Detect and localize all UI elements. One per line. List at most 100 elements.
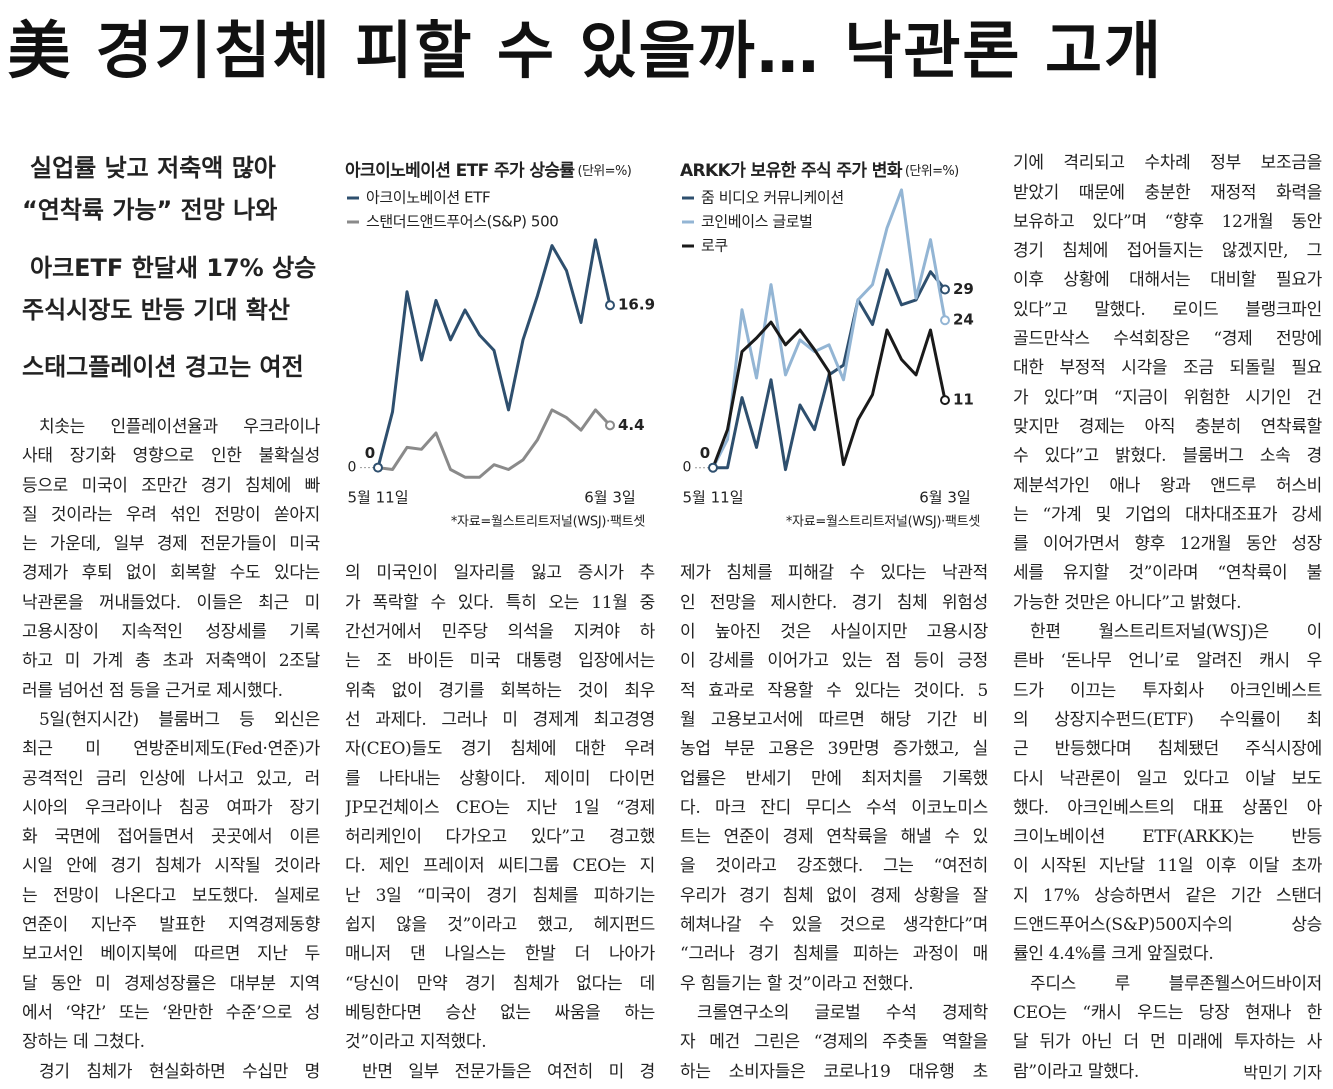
text-line: 에서 ‘약간’ 또는 ‘완만한 수준’으로 성: [22, 1002, 320, 1023]
text-line: 등으로 미국이 조만간 경기 침체에 빠: [22, 475, 320, 496]
subhead: 실업률 낮고 저축액 많아: [30, 154, 276, 182]
text-line: 의 상장지수펀드(ETF) 수익률이 최: [1013, 709, 1322, 730]
text-line: JP모건체이스 CEO는 지난 1일 “경제: [345, 797, 655, 818]
text-line: 는 가운데, 일부 경제 전문가들이 미국: [22, 534, 320, 555]
text-line: 맞지만 경제는 아직 충분히 연착륙할: [1013, 416, 1322, 437]
text-line: 시아의 우크라이나 침공 여파가 장기: [22, 797, 320, 818]
text-line: 이후 상황에 대해서는 대비할 필요가: [1013, 270, 1322, 291]
headline: 美 경기침체 피할 수 있을까… 낙관론 고개: [8, 14, 1164, 87]
text-line: 이 높아진 것은 사실이지만 고용시장: [680, 622, 988, 642]
value-label: 29: [953, 280, 974, 298]
value-label: 16.9: [618, 296, 655, 314]
text-line: 가 폭락할 수 있다. 특히 오는 11월 중: [345, 592, 655, 613]
text-line: 는 전망이 나온다고 보도했다. 실제로: [22, 885, 320, 906]
text-line: 장하는 데 그쳤다.: [22, 1032, 145, 1053]
text-line: 5일(현지시간) 블룸버그 등 외신은: [39, 709, 320, 730]
text-line: 농업 부문 고용은 39만명 증가했고, 실: [680, 739, 988, 760]
text-line: 쉽지 않을 것”이라고 했고, 헤지펀드: [345, 915, 655, 935]
text-line: 최근 미 연방준비제도(Fed·연준)가: [22, 739, 320, 760]
text-line: 간선거에서 민주당 의석을 지켜야 하: [345, 622, 655, 642]
text-line: 의 미국인이 일자리를 잃고 증시가 추: [345, 563, 655, 584]
text-line: 트는 연준이 경제 연착륙을 해낼 수 있: [680, 827, 988, 848]
text-line: 경기 침체에 접어들지는 않겠지만, 그: [1013, 241, 1322, 262]
chart-title: 아크이노베이션 ETF 주가 상승률 (단위=%): [345, 161, 631, 181]
text-line: 대한 부정적 시각을 조금 되돌릴 필요: [1013, 358, 1322, 379]
text-line: 자(CEO)들도 경기 침체에 대한 우려: [345, 739, 655, 760]
text-line: 하고 미 가계 총 초과 저축액이 2조달: [22, 651, 320, 672]
legend-label: 스탠더드앤드푸어스(S&P) 500: [366, 213, 558, 231]
text-line: 우 힘들기는 할 것”이라고 전했다.: [680, 973, 914, 994]
text-line: 근 반등했다며 침체됐던 주식시장에: [1013, 739, 1322, 760]
chart-title-text: ARKK가 보유한 주식 주가 변화: [680, 161, 903, 181]
chart-unit: (단위=%): [577, 164, 631, 179]
value-label: 24: [953, 311, 974, 329]
text-line: 를 이어가면서 향후 12개월 동안 성장: [1013, 534, 1322, 555]
x-tick-label: 6월 3일: [584, 489, 635, 507]
text-line: 매니저 댄 나일스는 한발 더 나아가: [345, 944, 655, 965]
text-line: 위축 없이 경기를 회복하는 것이 최우: [345, 680, 655, 701]
text-line: 제가 침체를 피해갈 수 있다는 낙관적: [680, 563, 988, 584]
end-marker: [605, 420, 615, 431]
series-line: [711, 320, 947, 469]
text-line: 골드만삭스 수석회장은 “경제 전망에: [1013, 329, 1322, 349]
x-tick-label: 5월 11일: [348, 489, 409, 507]
start-marker: [373, 462, 383, 473]
text-line: 러를 넘어선 점 등을 근거로 제시했다.: [22, 680, 283, 701]
text-line: 제분석가인 애나 왕과 앤드루 허스비: [1013, 475, 1322, 496]
text-line: 난 3일 “미국이 경기 침체를 피하기는: [345, 885, 655, 906]
start-marker: [708, 462, 718, 473]
text-line: 을 것이라고 강조했다. 그는 “여전히: [680, 856, 988, 877]
text-line: 업률은 반세기 만에 최저치를 기록했: [680, 768, 988, 789]
text-line: 고용시장이 지속적인 성장세를 기록: [22, 622, 320, 642]
text-line: 달 뒤가 아닌 더 먼 미래에 투자하는 사: [1013, 1032, 1322, 1053]
text-line: 인 전망을 제시한다. 경기 침체 위험성: [680, 592, 988, 613]
text-line: 화 국면에 접어들면서 곳곳에서 이른: [22, 827, 320, 848]
text-line: 가 있다”며 “지금이 위험한 시기인 건: [1013, 387, 1322, 408]
text-line: 하는 소비자들은 코로나19 대유행 초: [680, 1061, 988, 1082]
subhead: 스태그플레이션 경고는 여전: [22, 353, 304, 381]
x-tick-label: 5월 11일: [683, 489, 744, 507]
text-line: 수 있다”고 밝혔다. 블룸버그 소속 경: [1013, 446, 1322, 467]
text-line: 크이노베이션 ETF(ARKK)는 반등: [1013, 827, 1322, 848]
text-line: 시일 안에 경기 침체가 시작될 것이라: [22, 856, 320, 877]
chart-title-text: 아크이노베이션 ETF 주가 상승률: [345, 161, 575, 181]
text-line: 헤쳐나갈 수 있을 것으로 생각한다”며: [680, 915, 988, 935]
subhead: “연착륙 가능” 전망 나와: [22, 196, 278, 224]
text-line: 선 과제다. 그러나 미 경제계 최고경영: [345, 709, 655, 730]
value-label: 0: [700, 444, 710, 462]
text-line: 다. 제인 프레이저 씨티그룹 CEO는 지: [345, 856, 655, 877]
legend-label: 코인베이스 글로벌: [701, 213, 813, 231]
text-line: 자 메건 그린은 “경제의 주춧돌 역할을: [680, 1032, 988, 1053]
legend-label: 로쿠: [701, 237, 728, 255]
text-line: 했다. 아크인베스트의 대표 상품인 아: [1013, 797, 1322, 818]
chart-unit: (단위=%): [905, 164, 959, 179]
text-line: 세를 유지할 것”이라며 “연착륙이 불: [1013, 563, 1322, 584]
text-line: 드앤드푸어스(S&P)500지수의 상승: [1013, 915, 1322, 935]
y-tick-label: 0: [348, 460, 357, 476]
text-line: 보고서인 베이지북에 따르면 지난 두: [22, 944, 320, 965]
text-line: 우리가 경기 침체 없이 경제 상황을 잘: [680, 885, 988, 906]
chart-source: *자료=월스트리트저널(WSJ)·팩트셋: [786, 515, 980, 530]
text-line: 경제가 후퇴 없이 회복할 수도 있다는: [22, 563, 320, 584]
text-line: 보유하고 있다”며 “향후 12개월 동안: [1013, 211, 1322, 232]
series-line: [376, 238, 612, 468]
subhead: 아크ETF 한달새 17% 상승: [30, 254, 317, 282]
end-marker: [940, 284, 950, 295]
text-line: 받았기 때문에 충분한 재정적 화력을: [1013, 182, 1322, 203]
text-line: 람”이라고 말했다.: [1013, 1061, 1139, 1082]
text-line: 허리케인이 다가오고 있다”고 경고했: [345, 827, 655, 848]
series-line: [377, 408, 612, 479]
text-line: 적 효과로 작용할 수 있다는 것이다. 5: [680, 680, 988, 701]
text-line: “당신이 만약 경기 침체가 없다는 데: [345, 973, 655, 994]
text-line: “그러나 경기 침체를 피하는 과정이 매: [680, 944, 988, 965]
y-tick-label: 0: [683, 460, 692, 476]
chart-source: *자료=월스트리트저널(WSJ)·팩트셋: [451, 515, 645, 530]
value-label: 4.4: [618, 416, 645, 434]
legend-label: 줌 비디오 커뮤니케이션: [701, 189, 844, 207]
chart-title: ARKK가 보유한 주식 주가 변화 (단위=%): [680, 161, 959, 181]
text-line: CEO는 “캐시 우드는 당장 현재나 한: [1013, 1002, 1322, 1023]
text-line: 률인 4.4%를 크게 앞질렀다.: [1013, 944, 1214, 965]
subhead: 주식시장도 반등 기대 확산: [22, 296, 290, 324]
